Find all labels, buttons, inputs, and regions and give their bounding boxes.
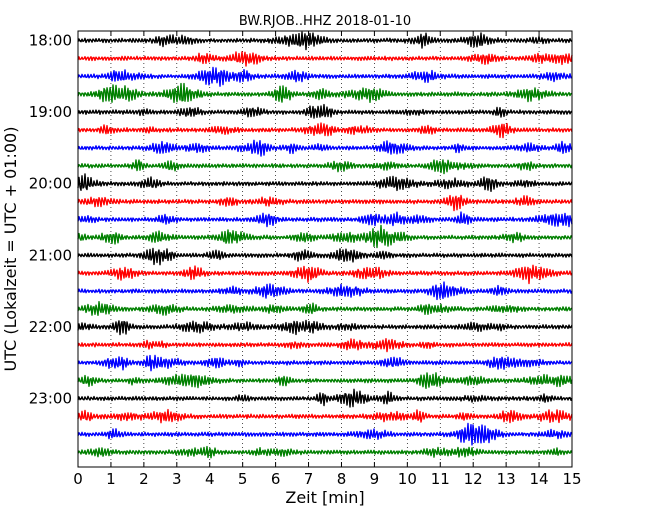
x-tick-label: 8 — [337, 470, 347, 488]
x-tick-label: 10 — [398, 470, 417, 488]
trace-18:45 — [77, 82, 572, 103]
y-tick-label: 22:00 — [29, 318, 72, 336]
trace-19:15 — [77, 122, 573, 139]
trace-23:45 — [77, 445, 573, 459]
x-tick-label: 11 — [431, 470, 450, 488]
y-tick-label: 21:00 — [29, 246, 72, 264]
trace-22:15 — [77, 338, 573, 353]
y-tick-label: 19:00 — [29, 103, 72, 121]
trace-23:15 — [77, 408, 573, 424]
x-tick-label: 13 — [497, 470, 516, 488]
x-tick-label: 9 — [370, 470, 380, 488]
y-tick-label: 18:00 — [29, 32, 72, 50]
trace-18:00 — [77, 31, 573, 51]
x-tick-label: 2 — [139, 470, 149, 488]
plot-frame — [77, 30, 573, 468]
x-tick-label: 6 — [271, 470, 281, 488]
trace-19:30 — [77, 139, 573, 157]
y-axis-label: UTC (Lokalzeit = UTC + 01:00) — [1, 127, 20, 372]
trace-18:30 — [77, 66, 573, 87]
trace-20:45 — [77, 224, 573, 249]
x-axis-label: Zeit [min] — [285, 488, 364, 507]
trace-18:15 — [77, 51, 573, 67]
x-axis-ticks: 0 1 2 3 4 5 6 7 8 9 10 11 12 13 14 15 — [73, 31, 582, 488]
trace-19:00 — [77, 103, 573, 119]
trace-23:30 — [77, 422, 573, 446]
trace-22:00 — [77, 319, 573, 336]
trace-22:30 — [77, 354, 573, 372]
trace-21:15 — [77, 264, 573, 285]
x-tick-label: 12 — [464, 470, 483, 488]
trace-21:00 — [77, 247, 573, 266]
chart-title: BW.RJOB..HHZ 2018-01-10 — [239, 14, 411, 29]
x-tick-label: 5 — [238, 470, 248, 488]
trace-20:15 — [77, 194, 573, 212]
trace-23:00 — [77, 388, 573, 408]
trace-21:45 — [77, 301, 573, 316]
x-tick-label: 14 — [530, 470, 549, 488]
trace-19:45 — [77, 159, 573, 175]
x-tick-label: 7 — [304, 470, 314, 488]
x-tick-label: 4 — [205, 470, 215, 488]
y-axis-ticks: 18:00 19:00 20:00 21:00 22:00 23:00 — [29, 32, 572, 408]
x-tick-label: 1 — [106, 470, 116, 488]
y-tick-label: 20:00 — [29, 175, 72, 193]
trace-20:00 — [77, 173, 573, 192]
y-tick-label: 23:00 — [29, 390, 72, 408]
trace-21:30 — [77, 281, 573, 301]
x-tick-label: 3 — [172, 470, 182, 488]
trace-22:45 — [77, 372, 573, 389]
x-tick-label: 15 — [562, 470, 581, 488]
x-tick-label: 0 — [73, 470, 83, 488]
vertical-grid — [110, 31, 540, 467]
trace-group — [77, 31, 573, 459]
trace-20:30 — [77, 211, 573, 228]
